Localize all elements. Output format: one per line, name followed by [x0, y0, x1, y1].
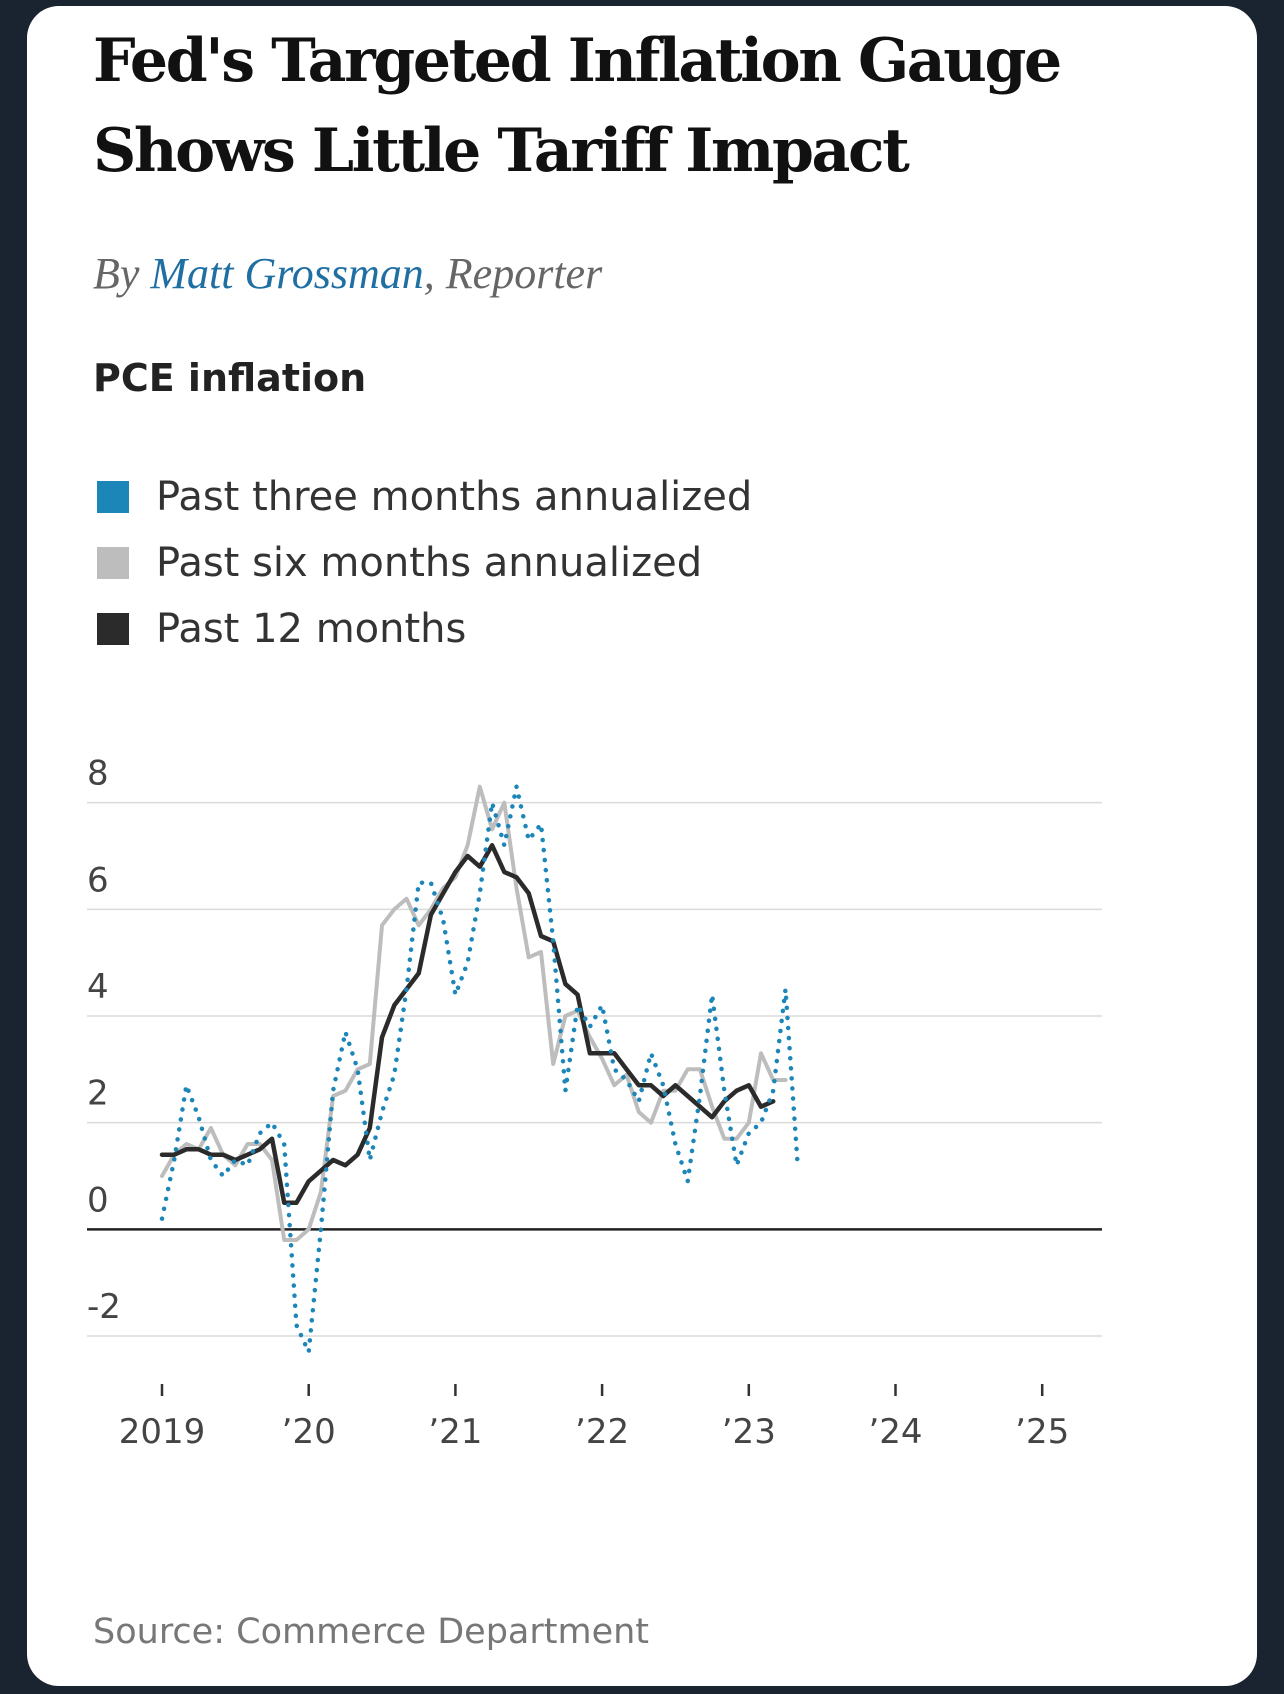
x-tick-label: ’20 — [282, 1412, 336, 1452]
legend-label-twelve-month: Past 12 months — [156, 606, 467, 652]
legend-label-six-month: Past six months annualized — [156, 540, 703, 586]
headline: Fed's Targeted Inflation Gauge Shows Lit… — [93, 16, 1213, 196]
byline: By Matt Grossman, Reporter — [93, 248, 602, 299]
chart-legend: Past three months annualized Past six mo… — [97, 464, 752, 662]
y-tick-label: -2 — [87, 1287, 121, 1327]
y-tick-label: 8 — [87, 754, 109, 794]
legend-label-three-month: Past three months annualized — [156, 474, 753, 520]
pce-inflation-chart: -20246810%2019’20’21’22’23’24’25 — [87, 754, 1102, 1452]
y-tick-label: 2 — [87, 1074, 109, 1114]
headline-line-2: Shows Little Tariff Impact — [93, 116, 910, 186]
legend-item-twelve-month: Past 12 months — [97, 596, 752, 662]
x-tick-label: ’24 — [868, 1412, 922, 1452]
headline-line-1: Fed's Targeted Inflation Gauge — [93, 26, 1062, 96]
author-link[interactable]: Matt Grossman — [150, 249, 424, 298]
legend-swatch-six-month — [97, 547, 129, 579]
x-tick-label: ’23 — [722, 1412, 776, 1452]
series-line-twelve-month — [159, 843, 776, 1205]
legend-swatch-twelve-month — [97, 613, 129, 645]
byline-prefix: By — [93, 249, 140, 298]
series-line-six-month — [160, 784, 788, 1242]
x-tick-label: ’21 — [428, 1412, 482, 1452]
x-tick-label: ’22 — [575, 1412, 629, 1452]
article-card: Fed's Targeted Inflation Gauge Shows Lit… — [27, 6, 1257, 1686]
legend-item-three-month: Past three months annualized — [97, 464, 752, 530]
y-tick-label: 4 — [87, 967, 109, 1007]
x-tick-label: ’25 — [1015, 1412, 1069, 1452]
legend-swatch-three-month — [97, 481, 129, 513]
source-note: Source: Commerce Department — [93, 1612, 650, 1652]
x-tick-label: 2019 — [119, 1412, 206, 1452]
byline-suffix: , Reporter — [423, 249, 603, 298]
y-tick-label: 0 — [87, 1180, 109, 1220]
legend-item-six-month: Past six months annualized — [97, 530, 752, 596]
chart-title: PCE inflation — [93, 356, 367, 400]
series-line-three-month — [159, 784, 800, 1355]
y-tick-label: 6 — [87, 860, 109, 900]
